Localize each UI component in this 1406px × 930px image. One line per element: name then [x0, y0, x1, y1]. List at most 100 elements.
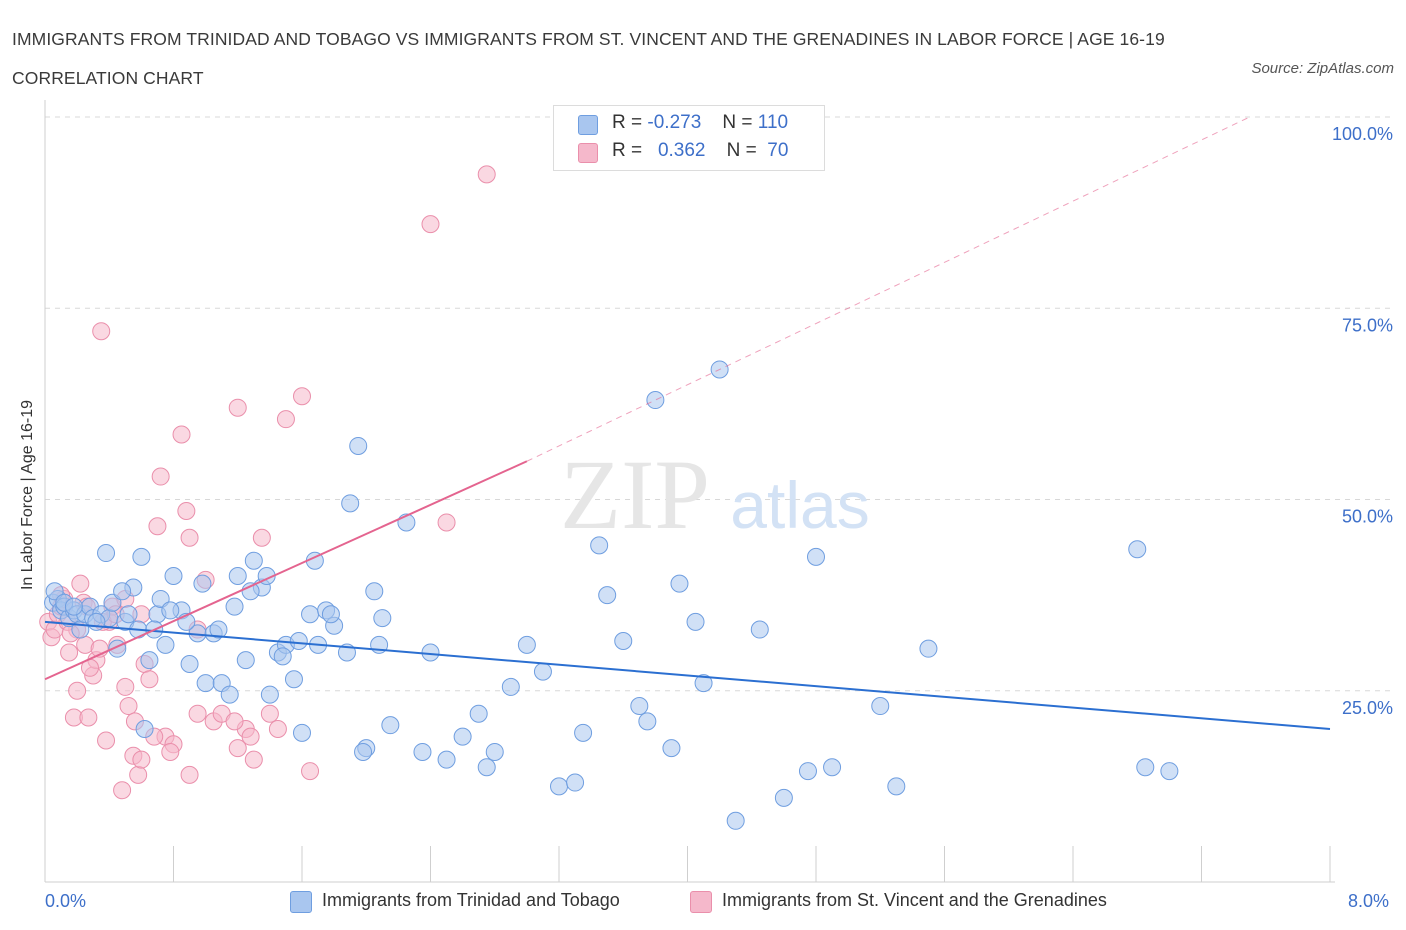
- data-point-blue: [301, 605, 320, 624]
- y-tick-label: 50.0%: [1342, 507, 1393, 527]
- data-point-blue: [807, 547, 825, 566]
- trendline-blue: [44, 620, 1331, 730]
- data-point-blue: [533, 662, 552, 681]
- data-point-pink: [116, 677, 135, 696]
- data-point-blue: [161, 601, 180, 620]
- data-point-pink: [244, 750, 263, 769]
- data-point-blue: [630, 697, 649, 716]
- data-point-blue: [180, 654, 199, 673]
- data-point-blue: [140, 651, 159, 670]
- data-point-blue: [341, 494, 360, 513]
- data-point-blue: [798, 762, 817, 781]
- legend-swatch-pink: [578, 143, 598, 163]
- data-point-blue: [437, 750, 456, 769]
- data-point-blue: [871, 697, 890, 716]
- data-point-blue: [228, 567, 247, 585]
- data-point-blue: [349, 436, 368, 455]
- data-point-blue: [87, 612, 106, 631]
- legend-r-value: -0.273: [647, 112, 702, 133]
- axes: [44, 100, 1335, 883]
- data-point-pink: [180, 765, 199, 784]
- data-point-blue: [662, 739, 681, 758]
- data-point-blue: [64, 597, 83, 616]
- data-point-blue: [686, 612, 705, 631]
- data-point-pink: [228, 398, 247, 417]
- y-tick-label: 25.0%: [1342, 698, 1393, 718]
- data-point-pink: [68, 681, 87, 700]
- legend-swatch-blue: [578, 115, 598, 135]
- data-point-pink: [113, 781, 132, 800]
- data-point-blue: [135, 720, 154, 738]
- data-point-pink: [477, 165, 496, 184]
- data-point-blue: [273, 647, 292, 666]
- data-point-pink: [97, 731, 116, 750]
- legend-n-value: 70: [767, 140, 789, 161]
- legend-r-value: 0.362: [657, 140, 706, 161]
- data-point-pink: [437, 513, 456, 532]
- data-point-blue: [373, 609, 392, 628]
- data-point-blue: [196, 674, 215, 693]
- data-point-blue: [421, 643, 440, 662]
- watermark: ZIP atlas: [560, 439, 870, 550]
- data-point-blue: [485, 742, 504, 761]
- data-point-blue: [289, 632, 308, 651]
- data-point-pink: [140, 670, 159, 689]
- y-axis-title: In Labor Force | Age 16-19: [19, 399, 36, 591]
- data-point-blue: [45, 582, 64, 601]
- data-point-pink: [119, 697, 138, 716]
- data-point-blue: [103, 593, 122, 612]
- data-point-blue: [598, 586, 617, 605]
- data-point-blue: [477, 758, 496, 777]
- data-point-pink: [301, 762, 320, 781]
- grid-lines: [45, 116, 1392, 692]
- data-point-blue: [453, 727, 472, 746]
- data-point-blue: [225, 597, 244, 616]
- watermark-atlas: atlas: [730, 468, 869, 542]
- data-point-blue: [590, 536, 609, 555]
- trendline-pink-extension: [526, 116, 1250, 462]
- data-point-blue: [501, 677, 520, 696]
- data-point-blue: [164, 567, 183, 585]
- data-point-pink: [148, 517, 167, 536]
- series-blue-points: [44, 360, 1179, 830]
- data-point-blue: [260, 685, 279, 704]
- data-point-blue: [566, 773, 585, 792]
- data-point-blue: [823, 758, 842, 777]
- bottom-legend-label-pink: Immigrants from St. Vincent and the Gren…: [722, 890, 1107, 910]
- data-point-blue: [1128, 540, 1147, 559]
- source-label: Source: ZipAtlas.com: [1251, 60, 1394, 77]
- data-point-pink: [276, 410, 295, 429]
- data-point-blue: [1160, 762, 1179, 781]
- data-point-pink: [260, 704, 279, 723]
- data-point-pink: [79, 708, 98, 727]
- data-point-blue: [151, 589, 170, 608]
- y-tick-label: 75.0%: [1342, 315, 1393, 335]
- legend-n-value: 110: [757, 112, 789, 133]
- data-point-blue: [241, 582, 260, 601]
- data-point-blue: [321, 605, 340, 624]
- data-point-blue: [354, 742, 373, 761]
- data-point-blue: [119, 605, 138, 624]
- data-point-pink: [60, 643, 79, 662]
- data-point-blue: [193, 574, 212, 593]
- data-point-blue: [919, 639, 938, 658]
- legend-r-label: R =: [612, 140, 643, 161]
- data-point-blue: [209, 620, 228, 639]
- data-point-blue: [887, 777, 906, 796]
- x-tick-max: 8.0%: [1348, 891, 1390, 911]
- legend-r-label: R =: [612, 112, 643, 133]
- data-point-blue: [244, 551, 263, 570]
- data-point-blue: [574, 723, 593, 742]
- data-point-blue: [1136, 758, 1155, 777]
- data-point-blue: [284, 670, 303, 689]
- data-point-pink: [180, 528, 199, 547]
- data-point-blue: [774, 788, 793, 807]
- data-point-blue: [638, 712, 657, 731]
- data-point-pink: [252, 528, 271, 547]
- data-point-blue: [413, 742, 432, 761]
- trendline-pink: [44, 460, 528, 681]
- data-point-blue: [646, 391, 665, 410]
- data-point-pink: [132, 750, 151, 769]
- data-point-blue: [550, 777, 568, 796]
- y-tick-labels: 25.0% 50.0% 75.0% 100.0%: [1332, 124, 1393, 718]
